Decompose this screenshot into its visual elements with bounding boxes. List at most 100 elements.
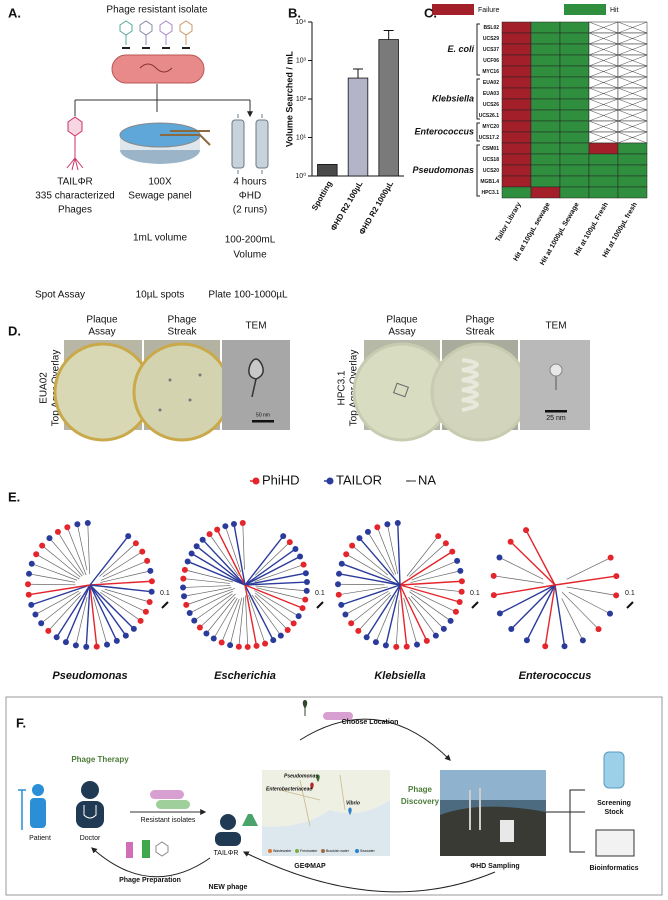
branch bbox=[406, 555, 424, 577]
heat-cell bbox=[530, 109, 561, 122]
branch bbox=[399, 551, 453, 586]
header: Streak bbox=[466, 327, 496, 338]
leaf bbox=[113, 637, 120, 644]
branch bbox=[410, 576, 436, 583]
leaf bbox=[74, 521, 81, 528]
branch bbox=[385, 548, 397, 575]
branch bbox=[410, 589, 435, 602]
branch bbox=[431, 606, 451, 622]
branch bbox=[58, 592, 81, 611]
leaf bbox=[613, 573, 620, 580]
bar bbox=[317, 164, 338, 177]
leaf bbox=[348, 620, 355, 627]
label: TAILΦR bbox=[214, 850, 239, 857]
branch bbox=[36, 553, 56, 566]
bacteria-icon bbox=[150, 790, 184, 799]
arrow bbox=[242, 851, 496, 893]
branch bbox=[515, 565, 544, 580]
branch bbox=[385, 594, 397, 619]
leaf bbox=[32, 611, 39, 618]
leaf bbox=[299, 605, 306, 612]
branch bbox=[254, 592, 279, 612]
map-legend: Brackish water bbox=[326, 849, 350, 853]
legend-label: NA bbox=[418, 472, 436, 487]
leaf bbox=[125, 533, 132, 540]
tree-label: Escherichia bbox=[214, 670, 276, 682]
branch bbox=[104, 588, 140, 600]
branch bbox=[55, 564, 80, 580]
label: Phage Therapy bbox=[71, 755, 129, 764]
row-label: UCS37 bbox=[483, 47, 499, 53]
branch bbox=[229, 627, 235, 646]
na-cross bbox=[588, 76, 619, 89]
heat-cell bbox=[530, 54, 561, 67]
y-tick-label: 10⁴ bbox=[295, 19, 306, 26]
branch bbox=[88, 548, 90, 575]
volume-text: 100-200mL bbox=[225, 235, 276, 246]
branch bbox=[100, 569, 127, 581]
scale-label: 0.1 bbox=[160, 590, 170, 597]
leaf bbox=[239, 520, 246, 527]
scale-bar-label: 50 nm bbox=[256, 412, 270, 418]
leaf bbox=[137, 617, 144, 624]
branch bbox=[566, 586, 595, 592]
branch bbox=[230, 541, 242, 573]
branch bbox=[275, 602, 299, 617]
panel-f: Phage Therapy Patient Doctor Resistant i… bbox=[5, 696, 663, 896]
branch bbox=[525, 529, 556, 586]
branch bbox=[341, 563, 401, 586]
row-label: BSL02 bbox=[483, 25, 499, 31]
branch bbox=[101, 590, 129, 604]
panel-label: C. bbox=[424, 5, 437, 20]
leaf bbox=[180, 575, 187, 582]
panel-frame bbox=[5, 696, 663, 896]
heat-cell bbox=[617, 142, 648, 155]
leaf bbox=[181, 593, 188, 600]
branch bbox=[194, 579, 230, 584]
bacterium bbox=[111, 54, 205, 84]
leaf bbox=[432, 632, 439, 639]
branch bbox=[578, 609, 599, 630]
phage-icon bbox=[66, 116, 84, 171]
branch bbox=[408, 556, 432, 577]
computer-icon bbox=[595, 829, 635, 857]
leaf bbox=[349, 542, 356, 549]
leaf bbox=[180, 584, 187, 591]
arrows bbox=[74, 84, 250, 116]
heat-cell bbox=[530, 21, 561, 34]
branch bbox=[99, 556, 122, 577]
panel-c: Failure Hit BSL02 UCS29 UCS37 UCF06 MYC16 EUA02… bbox=[412, 4, 648, 267]
leaf bbox=[542, 643, 549, 650]
leaf bbox=[579, 637, 586, 644]
branch bbox=[100, 576, 125, 583]
branch bbox=[246, 619, 249, 647]
leaf bbox=[25, 591, 32, 598]
branch bbox=[566, 565, 594, 580]
leaf bbox=[382, 642, 389, 649]
leaf bbox=[372, 639, 379, 646]
leaf bbox=[146, 598, 153, 605]
leaf bbox=[595, 626, 602, 633]
branch bbox=[554, 584, 566, 647]
leaf bbox=[335, 581, 342, 588]
branch bbox=[387, 524, 393, 548]
branch bbox=[280, 588, 307, 592]
leaf bbox=[38, 620, 45, 627]
branch bbox=[377, 527, 387, 550]
leaf bbox=[214, 526, 221, 533]
branch bbox=[510, 584, 556, 630]
label: Discovery bbox=[401, 797, 440, 806]
error-bar bbox=[383, 30, 394, 40]
branch bbox=[375, 618, 387, 643]
leaf bbox=[300, 561, 307, 568]
na-cross bbox=[617, 43, 648, 56]
leaf bbox=[442, 540, 449, 547]
heat-cell bbox=[530, 76, 561, 89]
heat-cell bbox=[530, 131, 561, 144]
leaf bbox=[280, 533, 287, 540]
leaf bbox=[338, 601, 345, 608]
volume-text: 1mL volume bbox=[133, 233, 188, 244]
row-label: UCS20 bbox=[483, 168, 499, 174]
leaf bbox=[147, 567, 154, 574]
